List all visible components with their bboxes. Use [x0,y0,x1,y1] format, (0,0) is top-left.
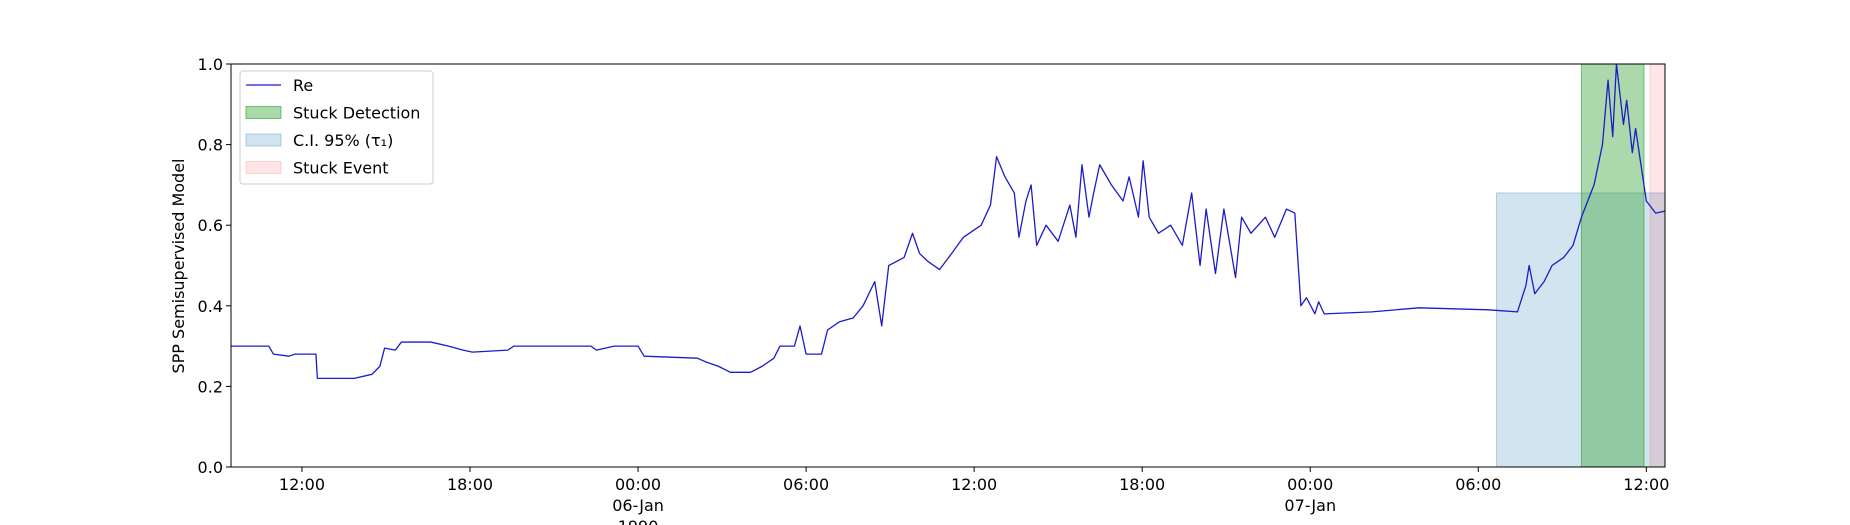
x-tick-label: 18:00 [1119,475,1165,494]
span [1649,63,1666,468]
y-axis-label: SPP Semisupervised Model [169,159,188,374]
y-tick-label: 0.4 [198,297,223,316]
x-tick-label: 12:00 [951,475,997,494]
legend-swatch [245,133,282,147]
x-tick-label: 00:00 07-Jan [1284,475,1336,515]
x-tick-label: 12:00 [1623,475,1669,494]
legend-label: Stuck Event [293,159,389,178]
y-tick-label: 1.0 [198,55,223,74]
plot-frame [230,63,1666,468]
y-tick-label: 0.6 [198,216,223,235]
legend-label: Re [293,76,313,95]
legend-label: Stuck Detection [293,104,420,123]
legend-label: C.I. 95% (τ₁) [293,131,393,150]
x-tick-label: 06:00 [783,475,829,494]
y-tick-label: 0.2 [198,377,223,396]
legend-swatch [245,161,282,174]
legend-swatch [245,106,282,119]
data-line [231,63,1666,379]
span [1495,192,1666,468]
y-tick-label: 0.8 [198,136,223,155]
x-tick-label: 18:00 [447,475,493,494]
x-tick-label: 06:00 [1455,475,1501,494]
legend-box [239,70,434,185]
y-tick-label: 0.0 [198,458,223,477]
x-tick-label: 12:00 [279,475,325,494]
